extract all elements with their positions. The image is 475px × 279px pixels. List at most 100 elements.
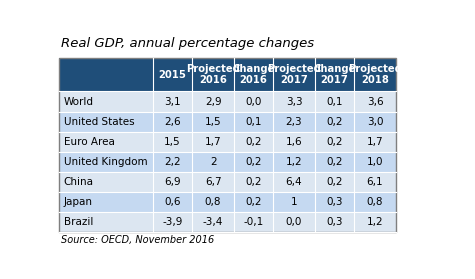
Text: 1: 1 [291,197,297,207]
Text: 0,0: 0,0 [286,217,302,227]
Text: Japan: Japan [64,197,93,207]
Text: -3,9: -3,9 [162,217,183,227]
Bar [315,152,354,172]
Bar [153,58,192,92]
Text: 2,3: 2,3 [286,117,303,127]
Bar [273,192,315,212]
Bar [59,212,153,232]
Bar [59,58,396,232]
Bar [315,132,354,152]
Bar [192,212,234,232]
Bar [354,112,396,132]
Text: 0,8: 0,8 [367,197,383,207]
Bar [153,212,192,232]
Bar [315,212,354,232]
Text: 2018: 2018 [361,75,389,85]
Bar [273,152,315,172]
Text: 6,7: 6,7 [205,177,221,187]
Text: Projected: Projected [267,64,321,74]
Text: 1,6: 1,6 [286,137,303,147]
Bar [354,58,396,92]
Text: World: World [64,97,94,107]
Bar [354,92,396,112]
Bar [273,212,315,232]
Text: 1,2: 1,2 [286,157,303,167]
Text: 0,2: 0,2 [245,177,262,187]
Text: 1,5: 1,5 [205,117,221,127]
Bar [273,58,315,92]
Bar [153,172,192,192]
Text: 6,1: 6,1 [367,177,383,187]
Bar [354,152,396,172]
Bar [234,192,273,212]
Text: Source: OECD, November 2016: Source: OECD, November 2016 [61,235,215,245]
Text: 3,3: 3,3 [286,97,303,107]
Bar [315,92,354,112]
Text: 3,1: 3,1 [164,97,181,107]
Text: 0,3: 0,3 [326,217,343,227]
Bar [354,192,396,212]
Text: 0,2: 0,2 [326,137,343,147]
Bar [59,112,153,132]
Text: 3,0: 3,0 [367,117,383,127]
Text: 2016: 2016 [199,75,227,85]
Bar [273,132,315,152]
Text: 2017: 2017 [321,75,349,85]
Bar [354,212,396,232]
Bar [192,58,234,92]
Bar [59,172,153,192]
Bar [234,152,273,172]
Text: 0,8: 0,8 [205,197,221,207]
Bar [234,92,273,112]
Text: 1,7: 1,7 [367,137,383,147]
Bar [315,112,354,132]
Text: 0,1: 0,1 [245,117,262,127]
Text: 1,0: 1,0 [367,157,383,167]
Bar [153,152,192,172]
Text: 6,4: 6,4 [286,177,303,187]
Text: Projected: Projected [186,64,240,74]
Text: Change: Change [232,64,275,74]
Text: 2016: 2016 [239,75,267,85]
Bar [273,112,315,132]
Bar [234,172,273,192]
Text: 1,5: 1,5 [164,137,181,147]
Text: 2,2: 2,2 [164,157,181,167]
Text: -0,1: -0,1 [243,217,264,227]
Text: 0,2: 0,2 [245,197,262,207]
Text: United Kingdom: United Kingdom [64,157,147,167]
Text: 0,6: 0,6 [164,197,181,207]
Bar [192,92,234,112]
Text: 2,9: 2,9 [205,97,221,107]
Text: 2: 2 [210,157,217,167]
Text: 1,2: 1,2 [367,217,383,227]
Text: 0,3: 0,3 [326,197,343,207]
Text: China: China [64,177,94,187]
Text: 0,2: 0,2 [326,157,343,167]
Text: Real GDP, annual percentage changes: Real GDP, annual percentage changes [61,37,314,50]
Bar [153,192,192,212]
Text: 0,2: 0,2 [326,177,343,187]
Bar [192,112,234,132]
Bar [234,212,273,232]
Bar [153,92,192,112]
Text: 2015: 2015 [159,70,187,80]
Text: United States: United States [64,117,134,127]
Text: -3,4: -3,4 [203,217,223,227]
Text: 2017: 2017 [280,75,308,85]
Bar [192,192,234,212]
Text: 2,6: 2,6 [164,117,181,127]
Bar [59,192,153,212]
Bar [59,92,153,112]
Bar [315,192,354,212]
Bar [273,172,315,192]
Bar [59,58,153,92]
Bar [234,58,273,92]
Bar [354,172,396,192]
Bar [273,92,315,112]
Text: Brazil: Brazil [64,217,93,227]
Text: 3,6: 3,6 [367,97,383,107]
Bar [315,172,354,192]
Text: 1,7: 1,7 [205,137,221,147]
Text: 0,2: 0,2 [326,117,343,127]
